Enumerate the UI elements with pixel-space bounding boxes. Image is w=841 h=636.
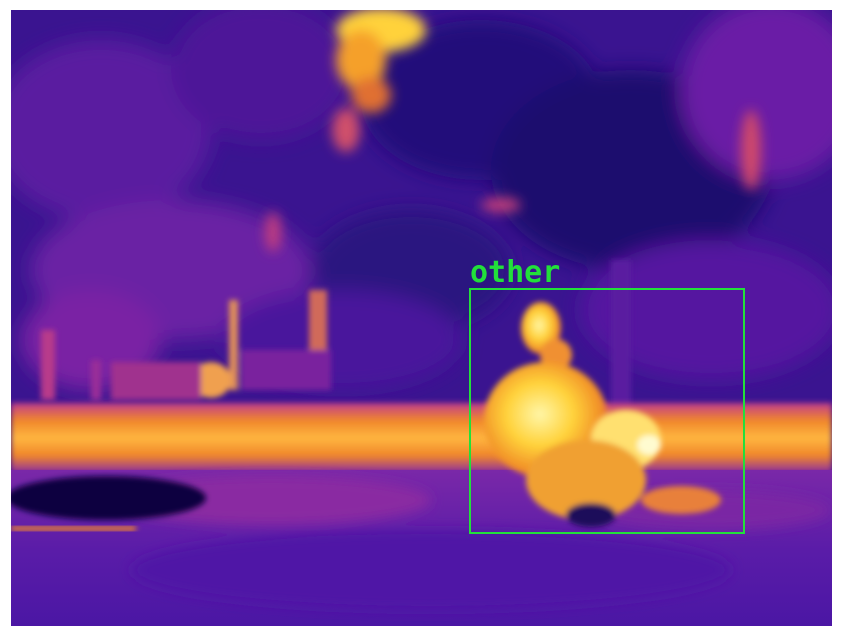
cold-puddle: [11, 476, 206, 531]
seated-person: [484, 302, 721, 527]
foliage-texture: [11, 10, 832, 390]
warm-posts: [41, 260, 631, 410]
thermal-image: [11, 10, 832, 626]
detection-label: other: [470, 255, 561, 290]
warm-canopy-gaps: [265, 10, 761, 252]
detection-bounding-box: [469, 288, 745, 534]
road-band: [11, 403, 832, 473]
thermal-scene: [11, 10, 832, 626]
